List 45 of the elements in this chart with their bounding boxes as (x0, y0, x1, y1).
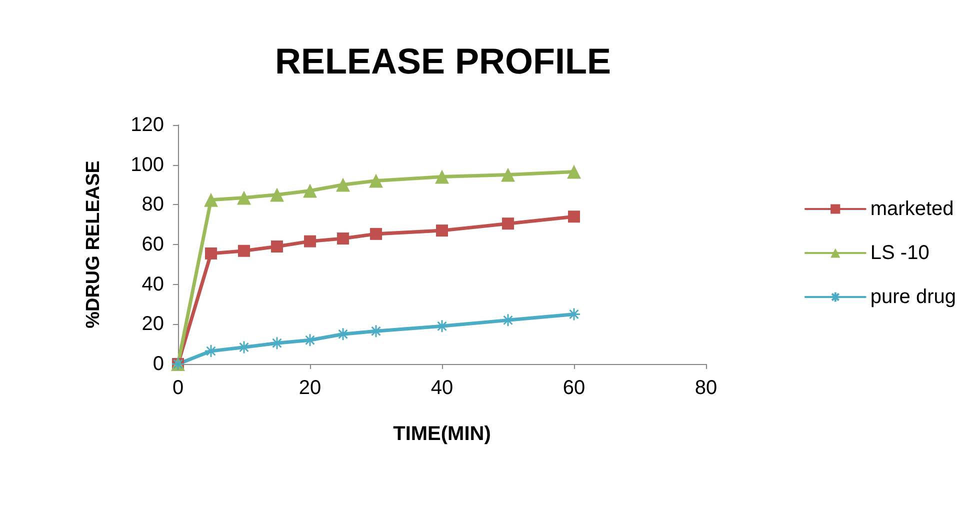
x-tick-label: 80 (694, 377, 718, 399)
legend-label: marketed (870, 198, 954, 220)
point (501, 168, 515, 182)
x-tick-label: 20 (298, 377, 322, 399)
point (304, 235, 316, 248)
legend-label: LS -10 (870, 242, 930, 264)
legend-label: pure drug (870, 286, 956, 308)
y-tick-label: 20 (142, 313, 164, 336)
point (237, 340, 251, 354)
y-tick-label: 0 (152, 353, 164, 375)
x-axis-title: TIME(MIN) (393, 423, 491, 445)
y-tick-label: 60 (142, 234, 164, 256)
y-tick-label: 120 (130, 114, 164, 136)
point (567, 164, 581, 179)
y-tick-label: 100 (130, 154, 164, 176)
point (370, 228, 382, 240)
point (435, 170, 449, 184)
point (336, 327, 350, 341)
point (271, 240, 283, 252)
point (337, 232, 349, 245)
point (436, 224, 448, 237)
point (567, 307, 581, 321)
point (237, 190, 251, 205)
point (502, 218, 514, 230)
point (205, 247, 217, 260)
point (303, 333, 317, 347)
point (568, 210, 580, 223)
point (270, 188, 284, 202)
point (369, 324, 383, 338)
point (336, 178, 350, 192)
point (501, 313, 515, 327)
point (303, 184, 317, 198)
y-axis-title: %DRUG RELEASE (83, 160, 104, 328)
point (435, 319, 449, 333)
point (238, 244, 250, 257)
chart-title: RELEASE PROFILE (274, 40, 612, 82)
y-tick-label: 40 (142, 273, 164, 296)
point (204, 344, 218, 358)
x-tick-label: 40 (430, 377, 454, 399)
point (270, 336, 284, 350)
x-tick-label: 0 (172, 377, 184, 399)
point (369, 174, 383, 188)
point (204, 192, 218, 207)
x-tick-label: 60 (562, 377, 586, 399)
y-tick-label: 80 (142, 194, 164, 216)
